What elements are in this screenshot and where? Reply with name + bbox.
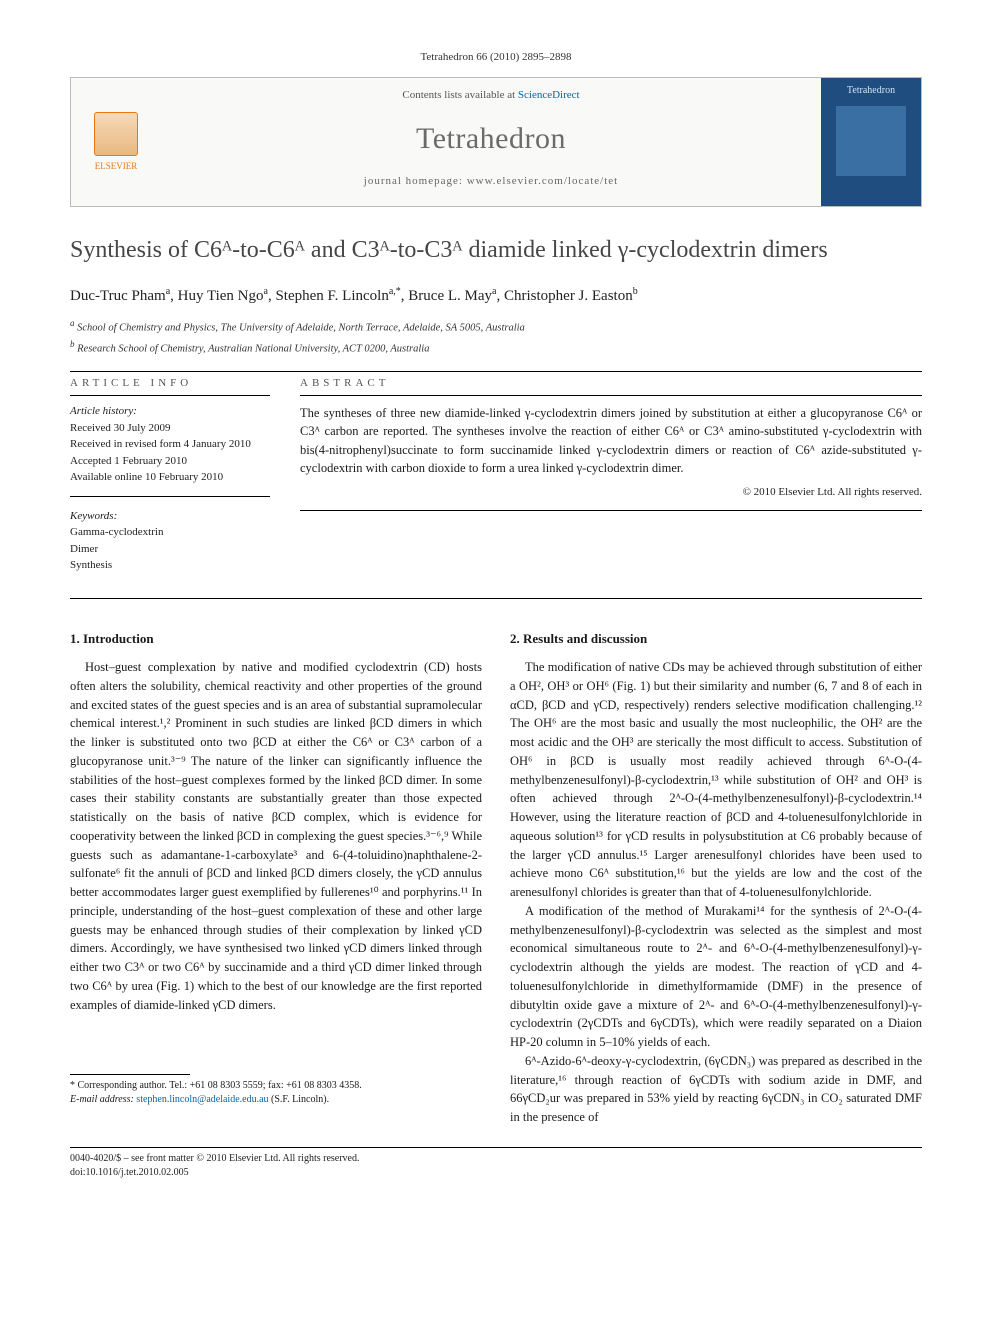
keyword: Dimer bbox=[70, 541, 270, 558]
affiliation: a School of Chemistry and Physics, The U… bbox=[70, 317, 922, 336]
keyword: Synthesis bbox=[70, 557, 270, 574]
author: Bruce L. Maya bbox=[408, 288, 496, 304]
page-footer: 0040-4020/$ – see front matter © 2010 El… bbox=[70, 1152, 922, 1180]
body-paragraph: The modification of native CDs may be ac… bbox=[510, 658, 922, 902]
abstract-head: ABSTRACT bbox=[300, 376, 922, 391]
contents-available-line: Contents lists available at ScienceDirec… bbox=[171, 88, 811, 103]
author: Huy Tien Ngoa bbox=[178, 288, 268, 304]
journal-homepage-line: journal homepage: www.elsevier.com/locat… bbox=[171, 174, 811, 189]
author: Christopher J. Eastonb bbox=[504, 288, 638, 304]
homepage-prefix: journal homepage: bbox=[364, 175, 467, 187]
running-header: Tetrahedron 66 (2010) 2895–2898 bbox=[70, 50, 922, 65]
footnote-rule bbox=[70, 1074, 190, 1075]
corresponding-author-note: * Corresponding author. Tel.: +61 08 830… bbox=[70, 1079, 482, 1093]
author: Duc-Truc Phama bbox=[70, 288, 170, 304]
footer-rule bbox=[70, 1147, 922, 1148]
journal-cover-thumb: Tetrahedron bbox=[821, 78, 921, 206]
author-list: Duc-Truc Phama, Huy Tien Ngoa, Stephen F… bbox=[70, 285, 922, 307]
abstract-column: ABSTRACT The syntheses of three new diam… bbox=[300, 376, 922, 574]
homepage-url[interactable]: www.elsevier.com/locate/tet bbox=[467, 175, 619, 187]
email-label: E-mail address: bbox=[70, 1094, 136, 1105]
affiliation: b Research School of Chemistry, Australi… bbox=[70, 338, 922, 357]
body-paragraph: 6ᴬ-Azido-6ᴬ-deoxy-γ-cyclodextrin, (6γCDN… bbox=[510, 1052, 922, 1127]
body-paragraph: A modification of the method of Murakami… bbox=[510, 902, 922, 1052]
sciencedirect-link[interactable]: ScienceDirect bbox=[518, 89, 580, 101]
divider bbox=[70, 598, 922, 599]
article-info-column: ARTICLE INFO Article history: Received 3… bbox=[70, 376, 270, 574]
author-email-link[interactable]: stephen.lincoln@adelaide.edu.au bbox=[136, 1094, 268, 1105]
divider bbox=[70, 371, 922, 372]
body-two-column: 1. Introduction Host–guest complexation … bbox=[70, 623, 922, 1127]
history-line: Received in revised form 4 January 2010 bbox=[70, 436, 270, 453]
affiliations: a School of Chemistry and Physics, The U… bbox=[70, 317, 922, 357]
history-label: Article history: bbox=[70, 404, 270, 419]
section-heading: 2. Results and discussion bbox=[510, 629, 922, 649]
journal-name: Tetrahedron bbox=[171, 118, 811, 160]
email-line: E-mail address: stephen.lincoln@adelaide… bbox=[70, 1093, 482, 1107]
abstract-text: The syntheses of three new diamide-linke… bbox=[300, 404, 922, 477]
history-line: Available online 10 February 2010 bbox=[70, 469, 270, 486]
section-heading: 1. Introduction bbox=[70, 629, 482, 649]
keyword: Gamma-cyclodextrin bbox=[70, 524, 270, 541]
keywords-label: Keywords: bbox=[70, 509, 270, 524]
elsevier-logo: ELSEVIER bbox=[94, 112, 138, 173]
article-title: Synthesis of C6ᴬ-to-C6ᴬ and C3ᴬ-to-C3ᴬ d… bbox=[70, 235, 922, 266]
contents-prefix: Contents lists available at bbox=[402, 89, 517, 101]
cover-image-icon bbox=[836, 106, 906, 176]
body-paragraph: Host–guest complexation by native and mo… bbox=[70, 658, 482, 1014]
article-info-head: ARTICLE INFO bbox=[70, 376, 270, 391]
author: Stephen F. Lincolna,* bbox=[275, 288, 400, 304]
publisher-name: ELSEVIER bbox=[94, 160, 138, 173]
abstract-copyright: © 2010 Elsevier Ltd. All rights reserved… bbox=[300, 485, 922, 500]
journal-banner: ELSEVIER Contents lists available at Sci… bbox=[70, 77, 922, 207]
history-line: Received 30 July 2009 bbox=[70, 420, 270, 437]
front-matter-line: 0040-4020/$ – see front matter © 2010 El… bbox=[70, 1152, 359, 1166]
cover-title: Tetrahedron bbox=[847, 84, 895, 98]
doi-line: doi:10.1016/j.tet.2010.02.005 bbox=[70, 1166, 359, 1180]
publisher-logo-block: ELSEVIER bbox=[71, 78, 161, 206]
history-line: Accepted 1 February 2010 bbox=[70, 453, 270, 470]
elsevier-tree-icon bbox=[94, 112, 138, 156]
email-suffix: (S.F. Lincoln). bbox=[269, 1094, 330, 1105]
